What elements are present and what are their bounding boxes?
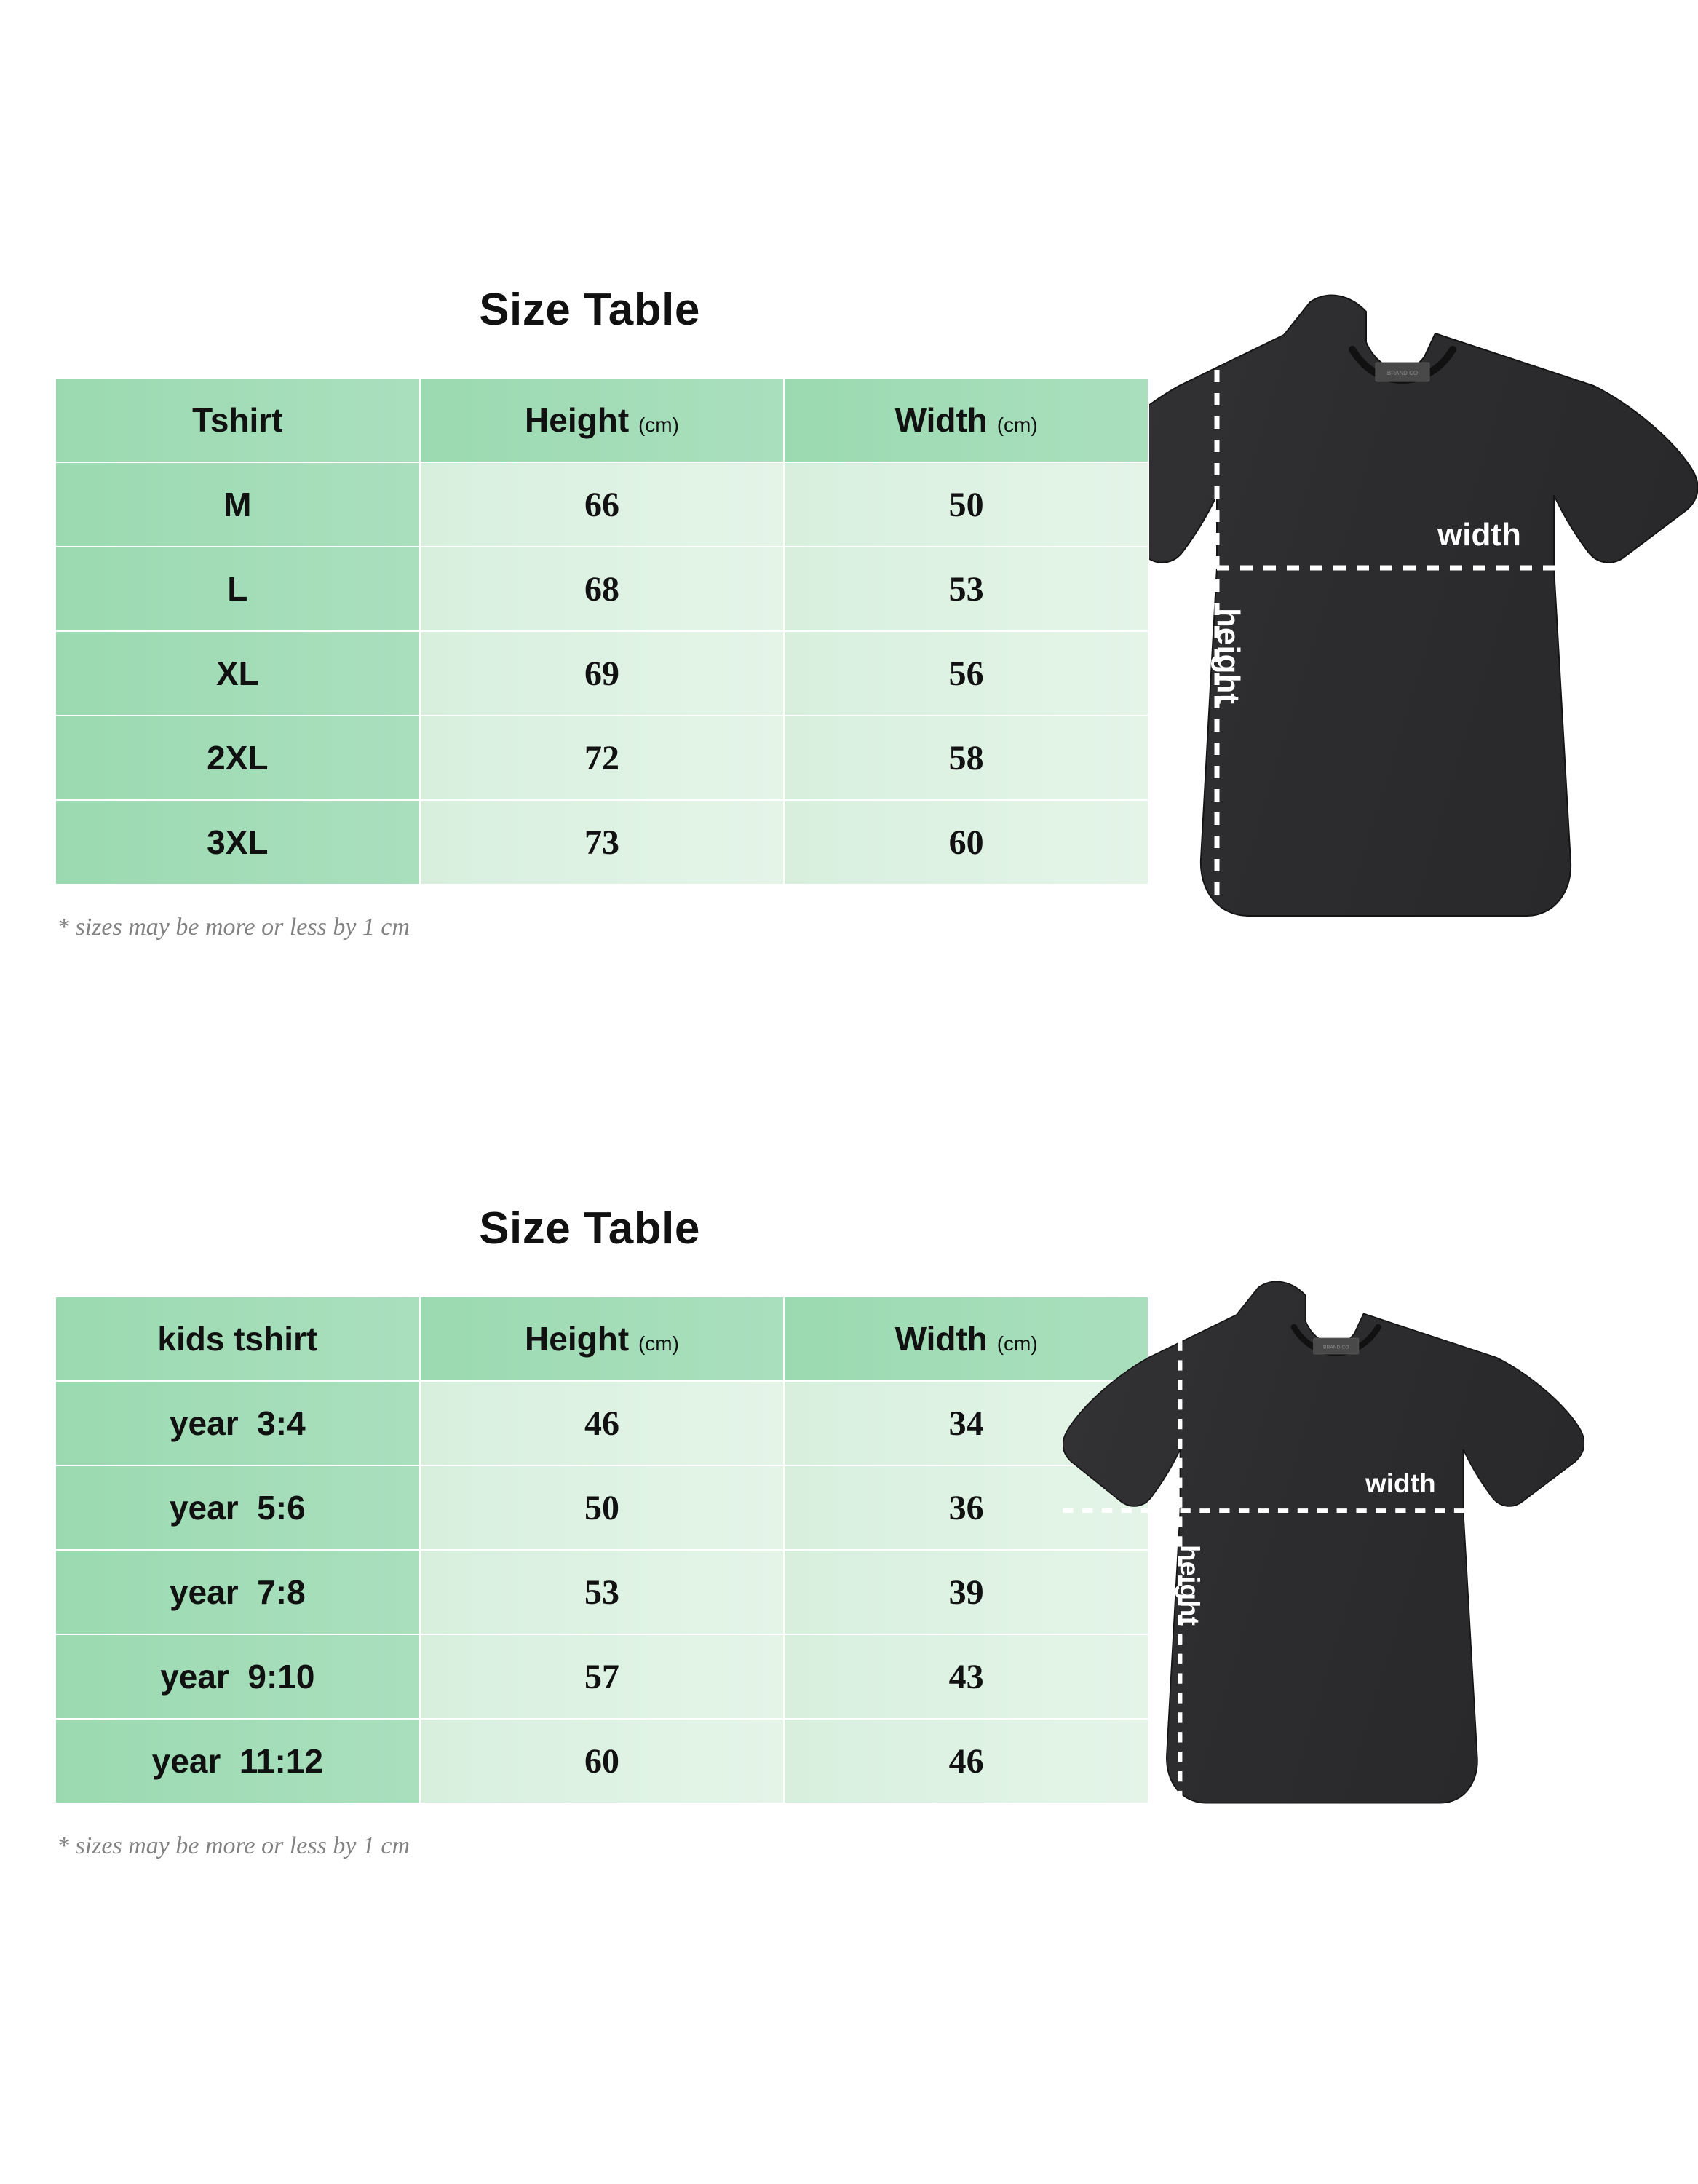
svg-text:BRAND CO: BRAND CO — [1323, 1345, 1349, 1350]
svg-text:BRAND CO: BRAND CO — [1387, 370, 1418, 376]
